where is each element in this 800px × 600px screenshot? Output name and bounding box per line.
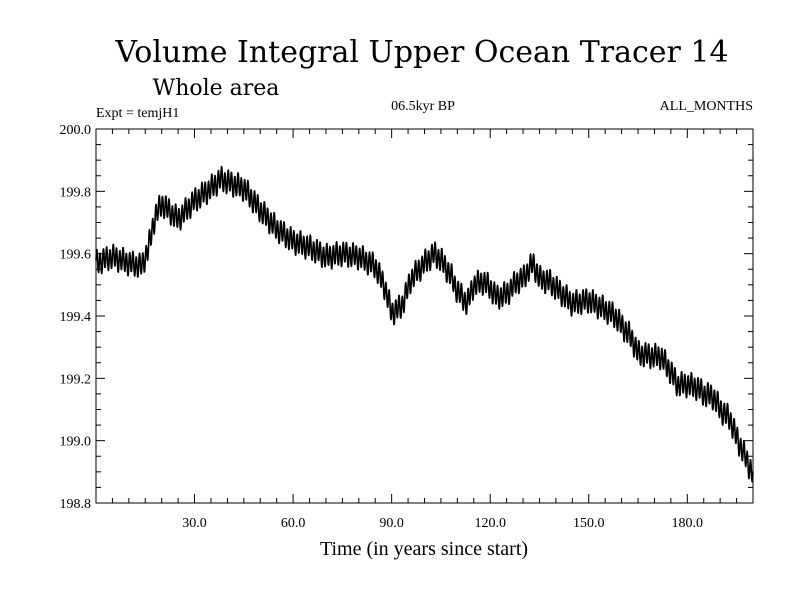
line-chart: Volume Integral Upper Ocean Tracer 14 Wh… — [0, 0, 800, 600]
y-tick-label: 198.8 — [60, 497, 92, 512]
y-tick-label: 199.4 — [60, 310, 92, 325]
y-tick-label: 199.6 — [60, 248, 92, 263]
x-tick-label: 120.0 — [474, 516, 506, 531]
x-tick-label: 30.0 — [182, 516, 207, 531]
y-tick-label: 199.2 — [60, 372, 92, 387]
y-tick-label: 199.0 — [60, 435, 92, 450]
y-tick-label: 200.0 — [60, 123, 92, 138]
x-axis-label: Time (in years since start) — [320, 538, 528, 560]
x-tick-label: 90.0 — [379, 516, 404, 531]
chart-title: Volume Integral Upper Ocean Tracer 14 — [114, 35, 728, 70]
series-line — [96, 167, 753, 482]
x-tick-label: 150.0 — [573, 516, 605, 531]
chart-subtitle: Whole area — [153, 76, 280, 101]
x-tick-label: 180.0 — [672, 516, 704, 531]
x-tick-label: 60.0 — [281, 516, 306, 531]
period-annotation: 06.5kyr BP — [391, 99, 455, 114]
months-annotation: ALL_MONTHS — [660, 99, 753, 114]
y-tick-label: 199.8 — [60, 185, 92, 200]
plot-frame — [96, 129, 753, 503]
experiment-annotation: Expt = temjH1 — [96, 106, 179, 121]
plot-area: 30.0 60.0 90.0 120.0 150.0 180.0 198.8 199.0 199… — [60, 123, 754, 531]
